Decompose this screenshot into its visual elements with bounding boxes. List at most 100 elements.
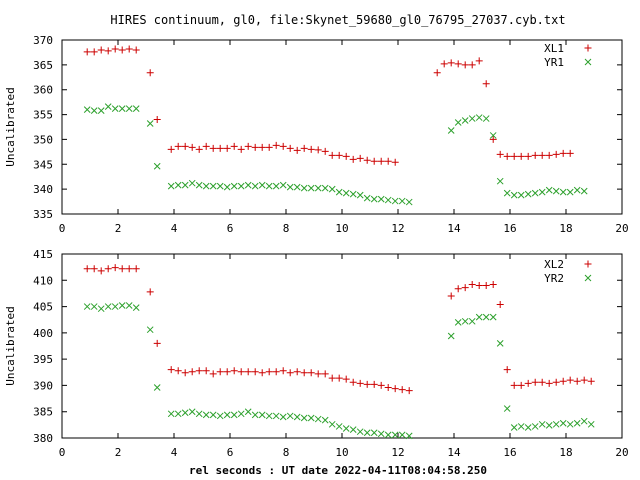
data-point-xl2 (146, 288, 154, 296)
data-point-xl1 (517, 152, 525, 160)
data-point-yr1 (209, 182, 217, 190)
data-point-yr2 (328, 420, 336, 428)
x-tick-label: 0 (59, 446, 66, 459)
data-point-xl2 (209, 370, 217, 378)
data-point-xl2 (230, 367, 238, 375)
data-point-xl2 (503, 366, 511, 374)
bottom-y-tick-labels: 380 385 390 395 400 405 410 415 (33, 248, 53, 445)
data-point-xl2 (342, 375, 350, 383)
data-point-xl2 (517, 381, 525, 389)
x-tick-label: 6 (227, 222, 234, 235)
y-tick-label: 395 (33, 353, 53, 366)
data-point-xl2 (496, 300, 504, 308)
data-point-yr1 (566, 188, 574, 196)
bottom-plot-frame (61, 253, 623, 439)
data-point-yr1 (454, 119, 462, 126)
data-point-xl2 (188, 368, 196, 376)
data-point-xl2 (132, 265, 140, 273)
data-point-xl1 (545, 151, 553, 159)
data-point-yr2 (335, 423, 343, 430)
data-point-yr2 (167, 410, 175, 418)
data-point-yr2 (188, 408, 196, 416)
data-point-xl1 (132, 46, 140, 54)
data-point-yr2 (237, 410, 245, 418)
top-legend: XL1 YR1 (544, 42, 592, 69)
data-point-yr1 (111, 105, 119, 112)
data-point-yr1 (251, 182, 259, 190)
data-point-xl2 (279, 367, 287, 375)
data-point-xl2 (573, 377, 581, 385)
data-point-xl1 (90, 48, 98, 56)
data-point-xl1 (552, 150, 560, 158)
data-point-yr2 (552, 420, 560, 428)
data-point-xl2 (293, 368, 301, 376)
data-point-xl1 (202, 142, 210, 150)
data-point-yr1 (258, 181, 266, 189)
bottom-legend: XL2 YR2 (544, 258, 592, 285)
data-point-xl1 (538, 151, 546, 159)
x-tick-label: 18 (559, 222, 572, 235)
data-point-yr1 (153, 162, 161, 170)
data-point-xl1 (377, 157, 385, 165)
data-point-yr1 (510, 191, 518, 199)
data-point-xl2 (286, 369, 294, 377)
y-tick-label: 365 (33, 59, 53, 72)
data-point-xl1 (321, 147, 329, 155)
top-y-tick-labels: 335 340 345 350 355 360 365 370 (33, 34, 53, 221)
data-point-xl2 (244, 368, 252, 376)
data-point-xl2 (566, 376, 574, 384)
data-point-xl1 (279, 142, 287, 150)
data-point-xl2 (475, 282, 483, 290)
data-point-yr2 (223, 411, 231, 419)
legend-label-yr2: YR2 (544, 272, 564, 285)
data-point-yr1 (405, 198, 413, 206)
data-point-yr2 (377, 430, 385, 438)
data-point-yr2 (153, 384, 161, 391)
data-point-xl2 (454, 285, 462, 293)
data-point-xl1 (188, 143, 196, 151)
data-point-xl2 (363, 380, 371, 388)
data-point-xl2 (321, 370, 329, 378)
data-point-yr2 (398, 431, 406, 439)
x-tick-label: 6 (227, 446, 234, 459)
data-point-yr2 (230, 411, 238, 419)
data-point-yr2 (356, 428, 364, 436)
data-point-yr2 (118, 302, 126, 309)
data-point-xl1 (153, 116, 161, 124)
x-tick-label: 2 (115, 446, 122, 459)
data-point-xl1 (342, 152, 350, 160)
data-point-yr1 (314, 184, 322, 192)
x-tick-label: 12 (391, 446, 404, 459)
data-point-xl1 (314, 146, 322, 154)
data-point-xl1 (489, 135, 497, 143)
data-point-yr1 (125, 105, 133, 112)
data-point-yr1 (132, 105, 140, 112)
data-point-xl2 (398, 386, 406, 394)
data-point-yr1 (104, 103, 112, 110)
data-point-yr1 (286, 183, 294, 191)
data-point-yr2 (314, 415, 322, 423)
x-tick-label: 4 (171, 446, 178, 459)
data-point-xl2 (195, 367, 203, 375)
data-point-xl1 (559, 149, 567, 157)
data-point-yr1 (146, 120, 154, 127)
data-point-yr2 (482, 313, 490, 321)
data-point-xl1 (125, 45, 133, 53)
data-point-yr2 (566, 420, 574, 428)
y-tick-label: 355 (33, 109, 53, 122)
data-point-xl1 (258, 143, 266, 151)
y-tick-label: 390 (33, 379, 53, 392)
data-point-xl1 (216, 144, 224, 152)
x-tick-label: 12 (391, 222, 404, 235)
data-point-xl1 (335, 151, 343, 159)
data-point-xl1 (356, 154, 364, 162)
data-point-yr1 (118, 105, 126, 112)
data-point-yr2 (342, 425, 350, 432)
data-point-yr2 (195, 410, 203, 418)
data-point-yr2 (391, 431, 399, 439)
data-point-xl1 (566, 149, 574, 157)
data-point-yr1 (90, 107, 98, 114)
data-point-yr1 (272, 182, 280, 190)
data-point-yr2 (265, 412, 273, 420)
y-tick-label: 415 (33, 248, 53, 261)
